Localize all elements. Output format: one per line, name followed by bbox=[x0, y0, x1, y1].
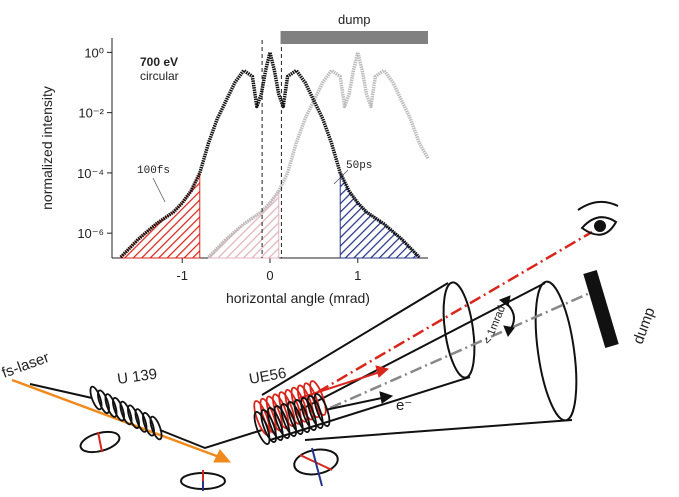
y-axis-label: normalized intensity bbox=[39, 86, 55, 210]
x-axis-label: horizontal angle (mrad) bbox=[226, 290, 370, 306]
label: e⁻ bbox=[396, 397, 412, 414]
cone-end bbox=[442, 281, 476, 379]
coil-turn bbox=[134, 408, 148, 433]
dump-label: dump bbox=[338, 12, 371, 27]
coil-turn bbox=[300, 397, 318, 431]
coil-turn bbox=[149, 415, 163, 441]
annotation: 100fs bbox=[137, 165, 170, 177]
y-tick-label: 10⁻² bbox=[78, 106, 104, 121]
diagram: fs-laser U 139 UE56 e⁻ < 1mrad dump bbox=[0, 200, 659, 491]
polarization-vector bbox=[311, 447, 323, 487]
y-tick-label: 10⁻⁴ bbox=[77, 166, 104, 181]
coil-turn bbox=[280, 403, 298, 437]
angle-arrow bbox=[504, 301, 515, 331]
chart: horizontal angle (mrad) normalized inten… bbox=[39, 12, 430, 306]
coil-turn bbox=[293, 399, 311, 433]
x-tick-label: 1 bbox=[354, 268, 361, 283]
annotation: 700 eV bbox=[140, 55, 178, 69]
arrowhead bbox=[503, 325, 515, 338]
annotation: 50ps bbox=[346, 160, 372, 172]
shaded-region bbox=[120, 172, 201, 259]
annotation: circular bbox=[140, 69, 179, 83]
coil-turn bbox=[112, 396, 125, 422]
cone-edge bbox=[304, 419, 573, 441]
coil-turn bbox=[309, 380, 327, 416]
dump-block bbox=[583, 270, 619, 348]
arrowhead bbox=[375, 365, 390, 378]
label: dump bbox=[630, 305, 659, 346]
polarization-vector bbox=[97, 431, 103, 453]
coil-turn bbox=[97, 389, 110, 415]
coil-turn bbox=[119, 400, 133, 426]
coil-turn bbox=[286, 401, 304, 435]
beam-path bbox=[29, 383, 93, 399]
arrowhead bbox=[498, 295, 511, 307]
coil-turn bbox=[127, 404, 140, 430]
series-line bbox=[207, 50, 430, 259]
cone-edge bbox=[299, 282, 546, 411]
coil-turn bbox=[306, 395, 324, 429]
coil-turn bbox=[142, 411, 155, 437]
x-tick-label: -1 bbox=[176, 268, 188, 283]
dump-band bbox=[280, 31, 428, 44]
arrowhead bbox=[213, 449, 232, 463]
laser-beam bbox=[11, 378, 223, 460]
y-tick-label: 10⁰ bbox=[84, 45, 104, 60]
beam-path bbox=[159, 429, 263, 450]
coil-turn bbox=[266, 407, 284, 441]
coil-turn bbox=[273, 405, 291, 439]
coil-turn bbox=[313, 393, 331, 427]
arrowhead bbox=[379, 391, 394, 404]
x-tick-label: 0 bbox=[266, 268, 273, 283]
series-line bbox=[119, 50, 421, 259]
radiation-path bbox=[317, 230, 593, 394]
leader-line bbox=[152, 177, 166, 203]
eyebrow bbox=[577, 200, 619, 211]
eye bbox=[580, 216, 618, 236]
coil-turn bbox=[253, 411, 271, 445]
coil-turn bbox=[260, 409, 278, 443]
label: U 139 bbox=[116, 366, 158, 388]
arrow bbox=[324, 397, 383, 411]
eye-pupil bbox=[594, 220, 606, 232]
cone-edge bbox=[261, 282, 449, 396]
label: < 1mrad bbox=[482, 304, 508, 346]
label: fs-laser bbox=[0, 349, 52, 382]
y-tick-label: 10⁻⁶ bbox=[77, 226, 104, 241]
radiation-path bbox=[329, 290, 593, 410]
label: UE56 bbox=[248, 365, 288, 388]
coil-turn bbox=[104, 393, 118, 418]
coil-turn bbox=[89, 385, 103, 411]
cone-end bbox=[534, 280, 578, 422]
arrow bbox=[299, 371, 381, 399]
